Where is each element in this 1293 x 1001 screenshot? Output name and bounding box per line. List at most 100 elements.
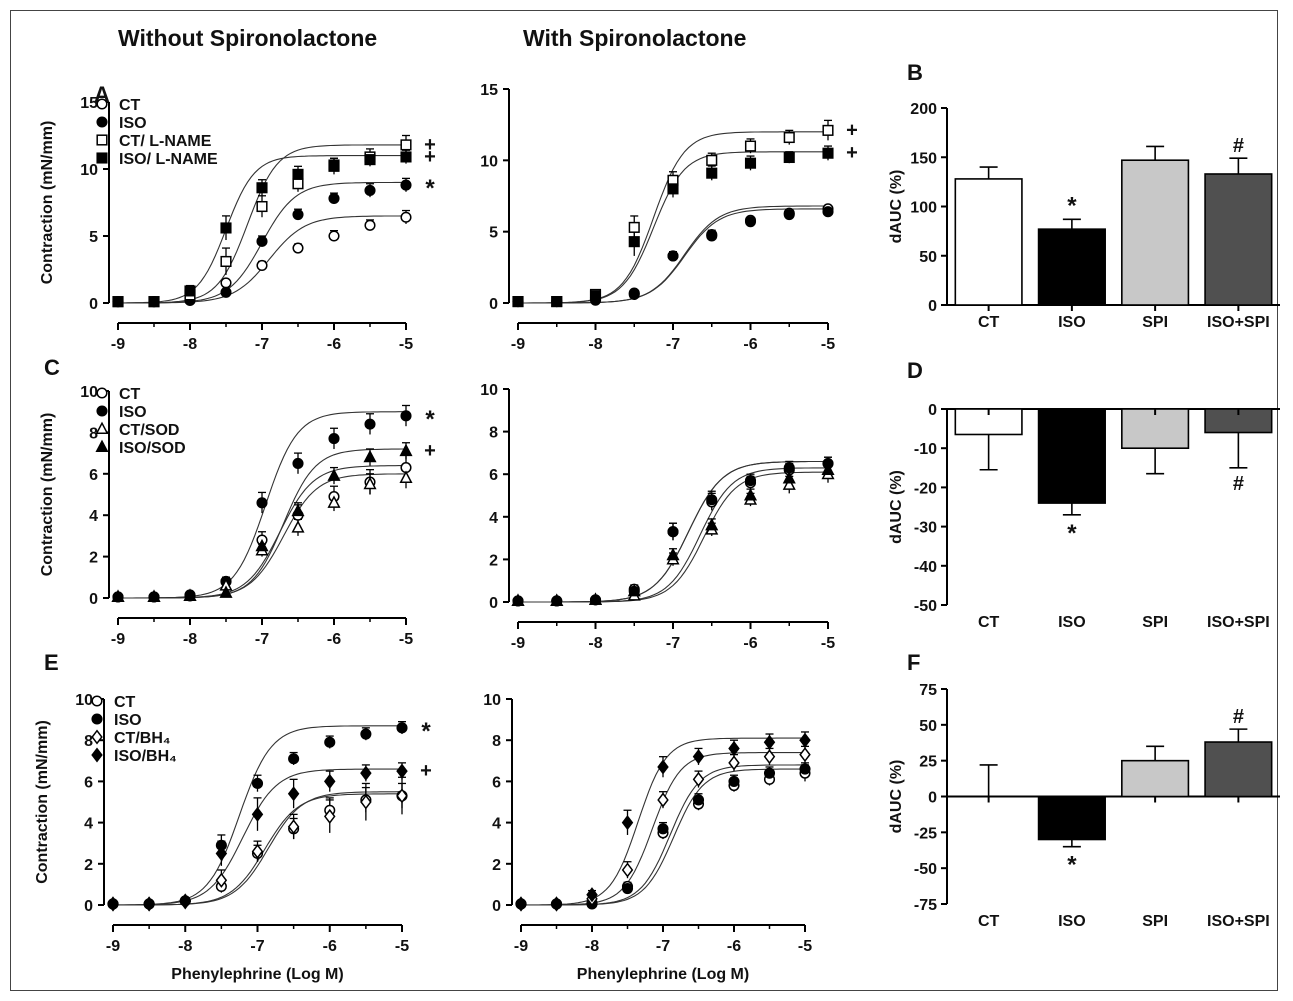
- x-tick-label: SPI: [1142, 913, 1168, 930]
- x-tick-label: ISO: [1058, 314, 1086, 331]
- data-point: [822, 124, 834, 136]
- x-tick-label: ISO: [1058, 913, 1086, 930]
- data-point: [728, 740, 740, 756]
- chart-E-left: 0 2 4 6 8 10 -9 -8 -7 -6 -5 Contraction (mN/mm) Phen…: [34, 650, 432, 983]
- x-tick-label: ISO+SPI: [1207, 913, 1270, 930]
- column-title-left: Without Spironolactone: [118, 25, 378, 51]
- chart-D: 0 -10 -20 -30 -40 -50 CT ISO * SPI ISO+SPI # dAUC (%…: [888, 358, 1280, 631]
- data-point: [400, 211, 412, 223]
- data-point: [363, 449, 377, 463]
- x-tick-label: -8: [588, 635, 602, 652]
- legend-label: CT: [114, 694, 136, 711]
- data-point: [400, 179, 412, 191]
- significance-mark: #: [1233, 473, 1244, 495]
- panel-label: C: [44, 355, 60, 380]
- significance-mark: +: [424, 134, 436, 156]
- data-point: [396, 788, 408, 804]
- y-tick-label: 4: [489, 510, 498, 527]
- data-point: [400, 139, 412, 151]
- y-axis-label: Contraction (mN/mm): [39, 121, 56, 285]
- significance-mark: +: [424, 146, 436, 168]
- y-tick-label: 50: [919, 249, 937, 266]
- data-point: [799, 732, 811, 748]
- data-point: [744, 475, 757, 487]
- y-tick-label: 6: [84, 774, 93, 791]
- y-tick-label: 0: [84, 898, 93, 915]
- data-point: [220, 286, 232, 298]
- data-point: [667, 250, 679, 262]
- y-tick-label: 50: [919, 718, 937, 735]
- data-point: [657, 792, 669, 808]
- legend-marker: [91, 729, 103, 745]
- data-point: [147, 589, 161, 603]
- legend-marker: [95, 439, 109, 453]
- significance-mark: *: [425, 175, 435, 202]
- data-point: [364, 154, 376, 166]
- fit-curve: [518, 131, 828, 304]
- chart-E-right: 0 2 4 6 8 10 -9 -8 -7 -6 -5 Phenylephrine (Log M): [483, 692, 812, 983]
- data-point: [667, 183, 679, 195]
- legend-label: CT/ L-NAME: [119, 133, 212, 150]
- y-tick-label: 0: [928, 402, 937, 419]
- bar-spi: [1121, 759, 1190, 798]
- x-tick-label: -8: [178, 938, 192, 955]
- y-tick-label: 15: [480, 82, 498, 99]
- data-point: [706, 230, 718, 242]
- x-tick-label: CT: [978, 314, 1000, 331]
- data-point: [621, 862, 634, 878]
- x-tick-label: -6: [323, 938, 337, 955]
- legend-marker: [96, 152, 108, 164]
- data-point: [589, 290, 602, 302]
- data-point: [511, 593, 525, 606]
- data-point: [360, 765, 372, 781]
- y-axis-label: dAUC (%): [888, 470, 905, 544]
- legend-marker: [95, 421, 109, 435]
- data-point: [363, 476, 377, 490]
- data-point: [327, 495, 341, 508]
- y-tick-label: 4: [89, 508, 98, 525]
- data-point: [328, 192, 340, 205]
- data-point: [692, 794, 705, 806]
- data-point: [364, 184, 376, 196]
- y-tick-label: -75: [914, 897, 937, 914]
- data-point: [215, 872, 228, 888]
- y-tick-label: 25: [919, 754, 937, 771]
- data-point: [588, 592, 603, 605]
- y-axis-label: Contraction (mN/mm): [34, 720, 51, 884]
- data-point: [763, 734, 776, 750]
- x-tick-label: -6: [743, 336, 757, 353]
- legend-marker: [96, 98, 108, 110]
- y-tick-label: 5: [489, 225, 498, 242]
- data-point: [706, 494, 718, 506]
- data-point: [586, 887, 598, 903]
- significance-mark: *: [425, 406, 435, 433]
- data-point: [657, 759, 669, 775]
- x-tick-label: -9: [106, 938, 120, 955]
- y-axis-label: Contraction (mN/mm): [39, 413, 56, 577]
- data-point: [692, 771, 705, 787]
- data-point: [328, 230, 340, 242]
- data-point: [148, 296, 160, 308]
- bar-spi: [1121, 159, 1190, 306]
- y-tick-label: 75: [919, 682, 937, 699]
- data-point: [400, 151, 412, 163]
- fit-curve: [118, 144, 406, 304]
- significance-mark: +: [846, 142, 858, 164]
- data-point: [256, 259, 268, 272]
- legend-label: ISO/BH₄: [114, 748, 177, 765]
- data-point: [143, 896, 155, 912]
- data-point: [291, 503, 305, 517]
- data-point: [822, 206, 834, 218]
- panel-label: B: [907, 60, 923, 85]
- data-point: [783, 208, 795, 221]
- data-point: [287, 786, 300, 802]
- x-tick-label: ISO+SPI: [1207, 614, 1270, 631]
- fit-curve: [118, 155, 406, 304]
- y-tick-label: 0: [492, 898, 501, 915]
- data-point: [215, 845, 228, 862]
- y-tick-label: 5: [89, 229, 98, 246]
- x-tick-label: SPI: [1142, 614, 1168, 631]
- panel-label: F: [907, 650, 920, 675]
- legend-marker: [96, 387, 108, 399]
